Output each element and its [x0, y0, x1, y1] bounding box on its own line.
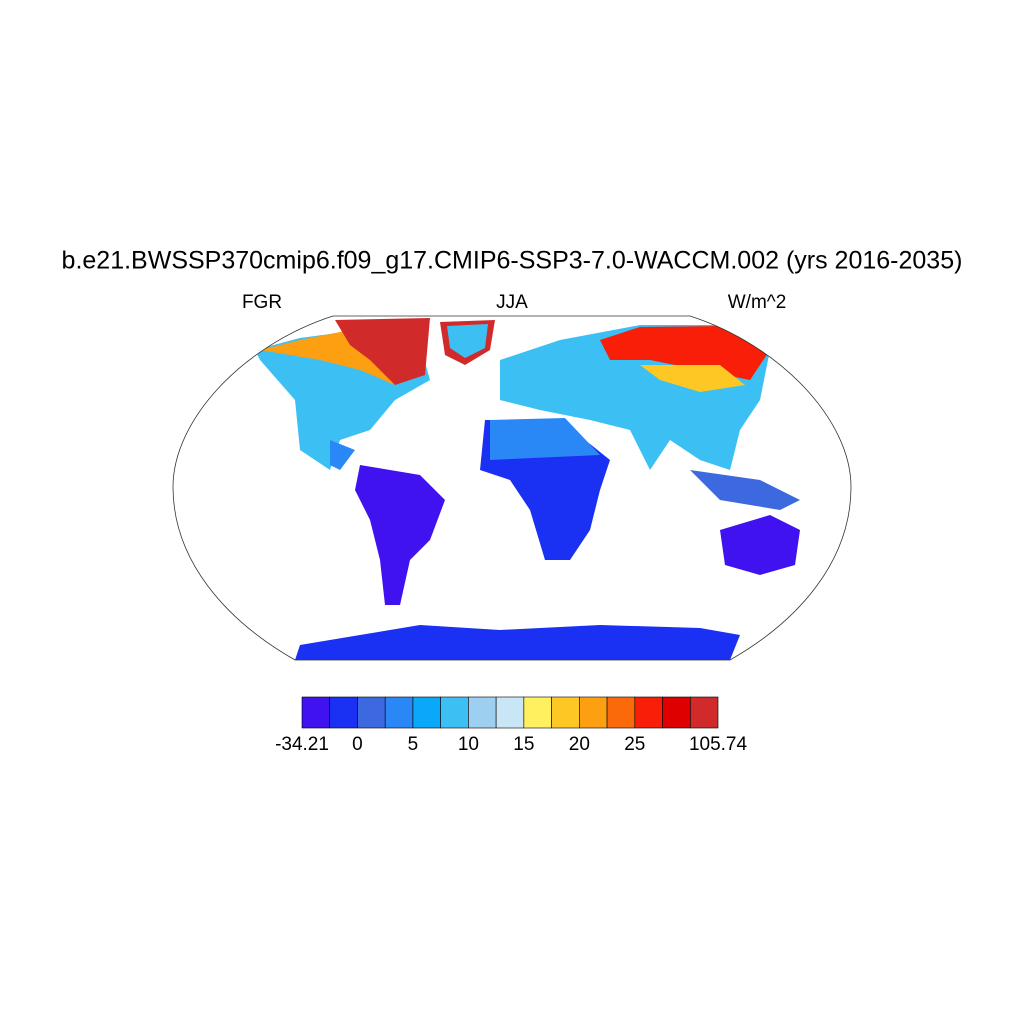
arctic-canada — [335, 318, 430, 385]
greenland — [447, 324, 488, 358]
map-outline — [172, 315, 852, 661]
siberia — [600, 326, 770, 380]
center-label: JJA — [496, 292, 528, 313]
right-label: W/m^2 — [728, 292, 787, 313]
colorbar-box — [662, 696, 691, 729]
colorbar-label: 10 — [458, 734, 479, 755]
north-africa — [490, 418, 600, 460]
maritime — [690, 470, 800, 510]
australia — [720, 515, 800, 575]
colorbar-box — [551, 696, 580, 729]
south-america — [355, 465, 445, 605]
colorbar-box — [412, 696, 441, 729]
colorbar-box — [495, 696, 525, 729]
left-label: FGR — [242, 292, 282, 313]
colorbar-label: 15 — [513, 734, 534, 755]
colorbar-box — [301, 696, 331, 729]
siberia-south — [640, 365, 745, 392]
colorbar-label: -34.21 — [275, 734, 329, 755]
central-america — [330, 440, 355, 470]
colorbar-label: 20 — [569, 734, 590, 755]
land — [255, 318, 800, 660]
colorbar-label: 0 — [352, 734, 363, 755]
colorbar-box — [689, 696, 719, 729]
colorbar-box — [523, 696, 552, 729]
colorbar-label: 105.74 — [689, 734, 748, 755]
colorbar-box — [579, 696, 608, 729]
colorbar-box — [329, 696, 358, 729]
colorbar: -34.21 0 5 10 15 20 25 105.74 — [275, 696, 748, 755]
colorbar-box — [468, 696, 497, 729]
antarctica — [295, 625, 740, 660]
map — [172, 315, 852, 661]
colorbar-box — [606, 696, 636, 729]
title: b.e21.BWSSP370cmip6.f09_g17.CMIP6-SSP3-7… — [62, 247, 963, 275]
colorbar-box — [440, 696, 469, 729]
colorbar-label: 25 — [624, 734, 645, 755]
colorbar-box — [357, 696, 386, 729]
colorbar-box — [384, 696, 414, 729]
colorbar-label: 5 — [408, 734, 419, 755]
colorbar-box — [634, 696, 663, 729]
